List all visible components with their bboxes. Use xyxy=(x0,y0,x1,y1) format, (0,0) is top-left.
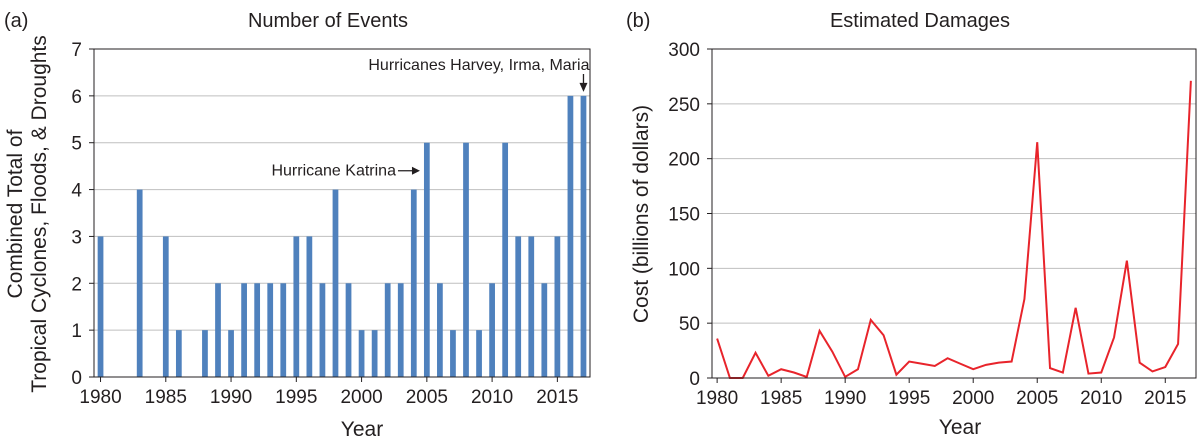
panel-a-bar-2003 xyxy=(397,283,404,377)
panel-a-bar-2008 xyxy=(463,142,469,377)
panel-b-x-tick-label: 2015 xyxy=(1144,388,1186,409)
panel-b-y-tick-label: 50 xyxy=(679,314,700,335)
panel-a-bar-2007 xyxy=(450,330,456,377)
panel-a-bar-1999 xyxy=(345,283,352,377)
panel-a-annotations: Hurricane Katrina Hurricanes Harvey, Irma… xyxy=(271,57,589,180)
panel-a-x-tick-label: 1985 xyxy=(145,387,187,408)
annotation-hurricanes-harvey-irma-maria: Hurricanes Harvey, Irma, Maria xyxy=(368,57,589,74)
panel-a-x-tick-label: 1995 xyxy=(275,387,317,408)
panel-b-y-tick-label: 250 xyxy=(668,95,700,116)
panel-a-bar-1994 xyxy=(280,283,287,377)
panel-b-x-axis-label: Year xyxy=(939,416,981,439)
panel-b-x-tick-label: 1985 xyxy=(760,388,802,409)
panel-b-y-tick-labels: 0 50 100 150 200 250 300 xyxy=(668,40,712,390)
panel-a-bar-1998 xyxy=(332,189,339,377)
panel-a-bar-1996 xyxy=(306,236,313,377)
panel-a-y-tick-label: 1 xyxy=(71,321,82,342)
panel-a-number-of-events: (a) Number of Events 1980 1985 1990 1995 200… xyxy=(4,10,591,440)
panel-a-bar-2009 xyxy=(476,330,482,377)
panel-a-y-tick-labels: 0 1 2 3 4 5 6 7 xyxy=(71,40,94,389)
panel-a-bar-2006 xyxy=(437,283,443,377)
panel-a-bar-2000 xyxy=(358,330,365,377)
panel-a-y-tick-label: 5 xyxy=(71,134,82,155)
panel-a-x-tick-label: 2000 xyxy=(340,387,382,408)
panel-b-gridlines xyxy=(712,103,1196,324)
panel-a-bar-2005 xyxy=(423,142,430,377)
panel-b-x-tick-label: 2005 xyxy=(1016,388,1058,409)
panel-a-plot-frame xyxy=(93,48,591,378)
panel-b-label: (b) xyxy=(626,10,650,32)
panel-a-bar-2012 xyxy=(515,236,522,377)
panel-b-estimated-damages: (b) Estimated Damages 1980 1985 1990 1995 20… xyxy=(626,10,1197,439)
panel-a-y-tick-label: 2 xyxy=(71,274,82,295)
panel-a-bars xyxy=(97,95,587,377)
panel-a-x-tick-labels: 1980 1985 1990 1995 2000 2005 2010 2015 xyxy=(79,377,579,408)
panel-a-y-tick-label: 3 xyxy=(71,227,82,248)
panel-b-y-tick-label: 150 xyxy=(668,205,700,226)
panel-a-bar-1992 xyxy=(254,283,261,377)
panel-a-bar-2011 xyxy=(502,142,509,377)
panel-a-x-tick-label: 1980 xyxy=(79,387,121,408)
panel-a-bar-1983 xyxy=(136,189,143,377)
panel-a-y-axis-label: Combined Total of Tropical Cyclones, Flo… xyxy=(4,35,51,393)
panel-b-data-points xyxy=(717,80,1191,379)
panel-b-y-axis-label: Cost (billions of dollars) xyxy=(630,105,653,323)
panel-a-bar-1986 xyxy=(175,330,182,377)
panel-b-x-tick-label: 1980 xyxy=(696,388,738,409)
panel-a-y-tick-label: 6 xyxy=(71,87,82,108)
panel-a-bar-1989 xyxy=(215,283,221,377)
panel-a-x-tick-label: 1990 xyxy=(210,387,252,408)
panel-a-bar-2002 xyxy=(384,283,391,377)
panel-b-x-tick-label: 2010 xyxy=(1080,388,1122,409)
panel-a-title: Number of Events xyxy=(248,10,408,32)
panel-a-y-axis-label-line-1: Combined Total of xyxy=(4,129,27,298)
panel-a-x-tick-label: 2005 xyxy=(406,387,448,408)
panel-b-x-tick-label: 2000 xyxy=(952,388,994,409)
panel-a-bar-1995 xyxy=(293,236,300,377)
panel-a-bar-2010 xyxy=(489,283,495,377)
panel-a-x-tick-label: 2010 xyxy=(471,387,513,408)
panel-a-bar-2004 xyxy=(410,189,417,377)
panel-b-x-tick-labels: 1980 1985 1990 1995 2000 2005 2010 2015 xyxy=(696,378,1186,409)
panel-b-y-tick-label: 0 xyxy=(689,369,700,390)
panel-a-bar-1997 xyxy=(319,283,326,377)
panel-a-x-tick-label: 2015 xyxy=(536,387,578,408)
panel-b-y-tick-label: 100 xyxy=(668,259,700,280)
panel-a-bar-2015 xyxy=(554,236,561,377)
panel-a-bar-1988 xyxy=(202,330,208,377)
panel-b-x-tick-label: 1995 xyxy=(888,388,930,409)
panel-a-bar-2001 xyxy=(371,330,378,377)
panel-b-damage-series-line xyxy=(716,80,1192,379)
panel-b-y-tick-label: 200 xyxy=(668,150,700,171)
panel-a-bar-2013 xyxy=(528,236,535,377)
panel-a-x-axis-label: Year xyxy=(341,418,383,440)
panel-b-title: Estimated Damages xyxy=(830,10,1010,32)
annotation-katrina-arrowhead xyxy=(411,166,420,175)
panel-a-bar-1980 xyxy=(97,236,104,377)
panel-a-y-tick-label: 4 xyxy=(71,181,82,202)
annotation-hurricane-katrina: Hurricane Katrina xyxy=(271,163,396,180)
panel-a-bar-2014 xyxy=(541,283,548,377)
panel-b-y-tick-label: 300 xyxy=(668,40,700,61)
panel-a-bar-1990 xyxy=(228,330,234,377)
panel-a-bar-1985 xyxy=(162,236,169,377)
panel-a-bar-1991 xyxy=(241,283,247,377)
panel-a-y-axis-label-line-2: Tropical Cyclones, Floods, & Droughts xyxy=(28,35,51,393)
panel-b-x-tick-label: 1990 xyxy=(824,388,866,409)
panel-a-bar-1993 xyxy=(267,283,274,377)
panel-a-bar-2017 xyxy=(580,95,587,377)
panel-a-label: (a) xyxy=(4,10,28,32)
panel-a-y-tick-label: 0 xyxy=(71,368,82,389)
annotation-harvey-arrowhead xyxy=(579,82,588,92)
panel-a-bar-2016 xyxy=(567,95,574,377)
panel-a-y-tick-label: 7 xyxy=(71,40,82,61)
